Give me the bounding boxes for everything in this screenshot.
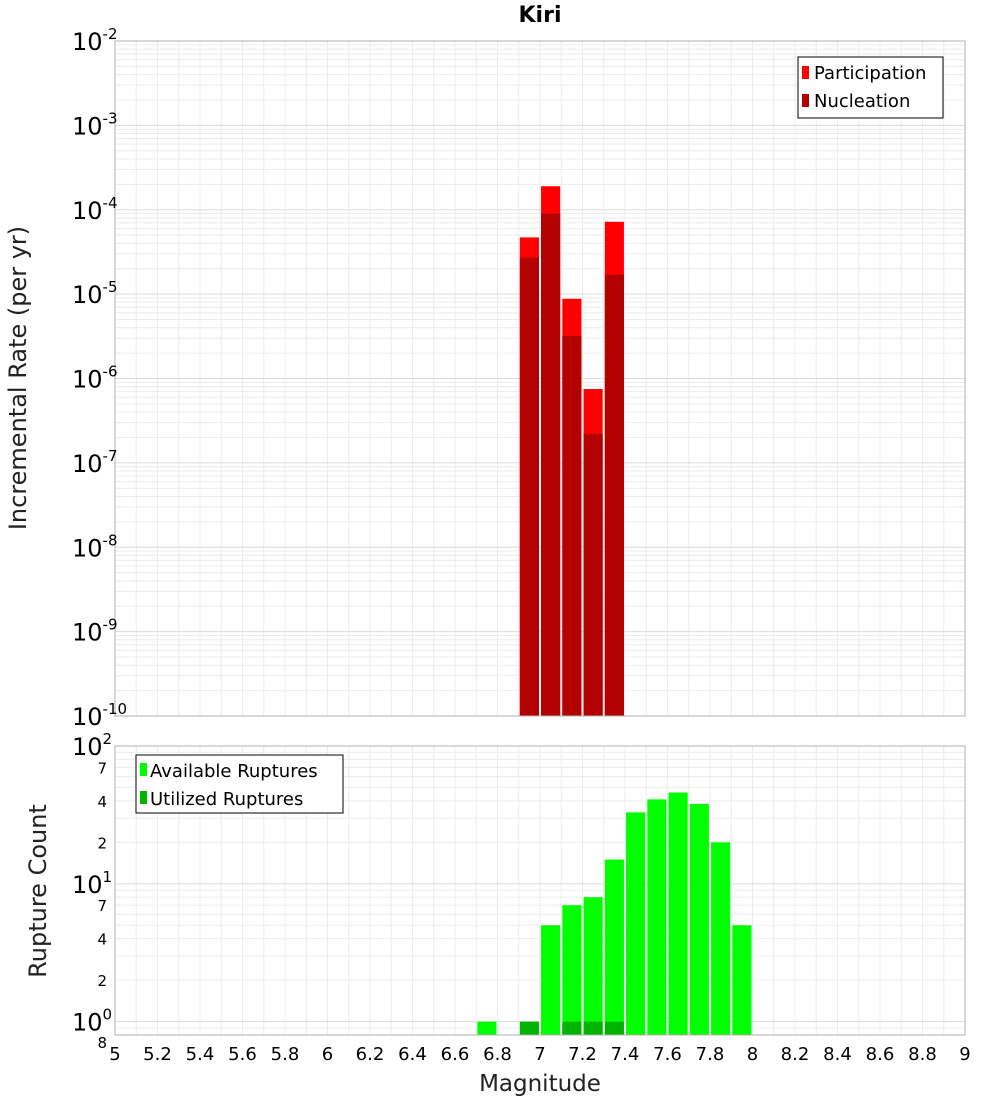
top-y-tick-label: 10-4: [72, 194, 118, 225]
x-tick-label: 8.4: [823, 1044, 852, 1065]
top-y-tick-label: 10-9: [72, 616, 118, 647]
nucleation-bar: [583, 433, 603, 716]
available-ruptures-bar: [647, 799, 667, 1035]
x-tick-label: 8.8: [908, 1044, 937, 1065]
bottom-y-minor-tick-label: 7: [97, 759, 107, 777]
top-y-tick-label: 10-3: [72, 109, 118, 140]
legend-swatch-participation: [802, 66, 809, 79]
legend-available-ruptures: Available Ruptures: [150, 761, 318, 782]
bottom-y-axis-label: Rupture Count: [24, 804, 52, 978]
bottom-y-minor-tick-label: 7: [97, 897, 107, 915]
x-tick-label: 6.2: [356, 1044, 385, 1065]
top-y-tick-label: 10-5: [72, 278, 118, 309]
x-tick-label: 8.6: [866, 1044, 895, 1065]
top-y-axis-label: Incremental Rate (per yr): [4, 226, 32, 530]
available-ruptures-bar: [626, 812, 646, 1035]
available-ruptures-bar: [604, 859, 624, 1035]
nucleation-bar: [604, 274, 624, 716]
x-tick-label: 7: [534, 1044, 545, 1065]
bottom-y-tick-label: 100: [72, 1006, 112, 1037]
x-tick-label: 5.6: [228, 1044, 257, 1065]
top-y-tick-label: 10-7: [72, 447, 118, 478]
available-ruptures-bar: [477, 1021, 497, 1035]
top-y-tick-label: 10-6: [72, 363, 118, 394]
top-y-tick-label: 10-8: [72, 531, 118, 562]
available-ruptures-bar: [541, 925, 561, 1035]
legend-swatch-available: [140, 763, 147, 776]
bottom-y-minor-tick-label: 2: [97, 972, 107, 990]
x-tick-label: 7.2: [568, 1044, 597, 1065]
bottom-y-tick-label: 102: [72, 730, 112, 761]
legend-swatch-nucleation: [802, 94, 809, 107]
x-tick-label: 9: [959, 1044, 970, 1065]
top-y-tick-label: 10-10: [72, 700, 127, 731]
bottom-y-minor-tick-label: 4: [97, 793, 107, 811]
bottom-legend: Available Ruptures Utilized Ruptures: [135, 754, 344, 814]
bottom-y-minor-tick-label: 4: [97, 931, 107, 949]
x-tick-label: 7.6: [653, 1044, 682, 1065]
utilized-ruptures-bar: [583, 1021, 603, 1035]
bottom-y-tick-label: 101: [72, 868, 112, 899]
utilized-ruptures-bar: [562, 1021, 582, 1035]
x-tick-label: 6.8: [483, 1044, 512, 1065]
x-tick-label: 8: [747, 1044, 758, 1065]
top-y-tick-label: 10-2: [72, 25, 118, 56]
x-tick-label: 8.2: [781, 1044, 810, 1065]
bottom-y-minor-tick-label: 2: [97, 834, 107, 852]
legend-utilized-ruptures: Utilized Ruptures: [150, 789, 303, 810]
utilized-ruptures-bar: [604, 1021, 624, 1035]
utilized-ruptures-bar: [519, 1021, 539, 1035]
x-tick-label: 5.2: [143, 1044, 172, 1065]
nucleation-bar: [519, 257, 539, 716]
legend-participation: Participation: [814, 63, 926, 84]
x-tick-label: 6.4: [398, 1044, 427, 1065]
bottom-y-minor-tick-label: 8: [97, 1034, 107, 1052]
legend-nucleation: Nucleation: [814, 91, 910, 112]
x-tick-label: 6.6: [441, 1044, 470, 1065]
available-ruptures-bar: [562, 905, 582, 1035]
top-legend: Participation Nucleation: [797, 56, 944, 119]
x-tick-label: 5.8: [271, 1044, 300, 1065]
x-tick-label: 6: [322, 1044, 333, 1065]
x-tick-label: 5: [109, 1044, 120, 1065]
nucleation-bar: [541, 213, 561, 717]
x-tick-label: 7.4: [611, 1044, 640, 1065]
x-axis-label: Magnitude: [479, 1071, 601, 1097]
x-tick-label: 7.8: [696, 1044, 725, 1065]
x-tick-label: 5.4: [186, 1044, 215, 1065]
available-ruptures-bar: [732, 925, 752, 1035]
chart-title: Kiri: [519, 3, 562, 28]
available-ruptures-bar: [711, 842, 731, 1035]
available-ruptures-bar: [668, 792, 688, 1035]
legend-swatch-utilized: [140, 791, 147, 804]
available-ruptures-bar: [583, 897, 603, 1035]
available-ruptures-bar: [689, 803, 709, 1035]
nucleation-bar: [562, 335, 582, 716]
